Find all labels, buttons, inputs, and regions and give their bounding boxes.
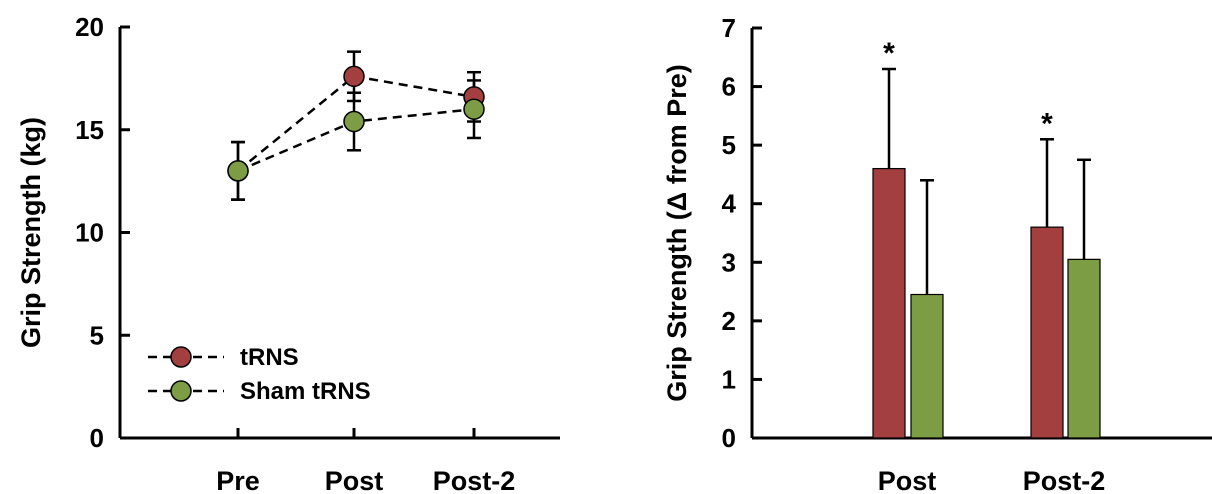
y-tick-label: 6 [722,72,736,102]
x-tick-label: Post-2 [1023,466,1106,494]
y-tick-label: 3 [722,247,736,277]
significance-marker: * [1041,107,1053,140]
y-tick-label: 5 [722,130,736,160]
legend-marker [170,380,192,402]
x-tick-label: Pre [216,466,260,494]
y-axis-label: Grip Strength (Δ from Pre) [662,64,692,401]
y-tick-label: 7 [722,13,736,43]
y-tick-label: 20 [75,12,104,42]
y-tick-label: 10 [75,218,104,248]
y-tick-label: 0 [90,423,104,453]
y-tick-label: 1 [722,364,736,394]
x-tick-label: Post [325,466,384,494]
x-tick-label: Post-2 [433,466,516,494]
significance-marker: * [883,37,895,70]
bar [1067,258,1101,439]
data-point [343,65,365,88]
grip-strength-delta-bar-chart: 0 1 2 3 4 5 6 7 Post Post-2 Grip Strength (Δ from … [662,13,1212,494]
y-tick-label: 2 [722,306,736,336]
data-point [463,98,485,120]
legend-label: Sham tRNS [240,378,371,405]
legend-label: tRNS [240,344,299,371]
bar [1030,226,1064,439]
data-point [343,110,365,133]
grip-strength-line-chart: 0 5 10 15 20 Pre Post Post-2 Grip Strength (kg) t… [16,12,560,494]
bar [872,167,906,439]
bar [910,293,944,439]
y-tick-label: 4 [722,189,737,219]
series-line [237,74,475,172]
y-axis-label: Grip Strength (kg) [16,117,46,348]
x-tick-label: Post [878,466,937,494]
data-point [227,160,249,182]
y-tick-label: 5 [90,320,104,350]
y-tick-label: 15 [75,115,104,145]
y-tick-label: 0 [722,423,736,453]
legend-marker [170,346,192,368]
